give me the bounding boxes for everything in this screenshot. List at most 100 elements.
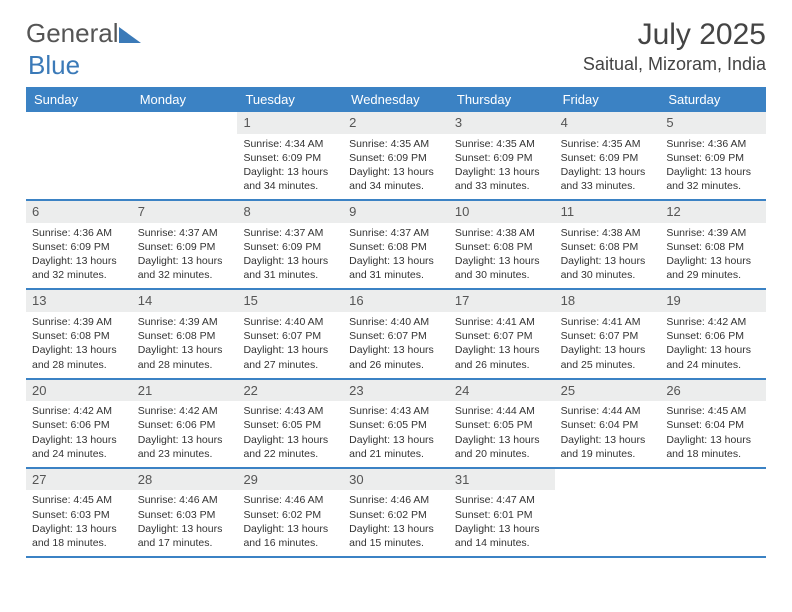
day-number: 24 — [449, 380, 555, 402]
day-cell: 25Sunrise: 4:44 AMSunset: 6:04 PMDayligh… — [555, 380, 661, 467]
logo-text-1: General — [26, 18, 119, 49]
day-body: Sunrise: 4:46 AMSunset: 6:02 PMDaylight:… — [237, 490, 343, 556]
sunrise-line: Sunrise: 4:37 AM — [349, 226, 443, 240]
day-number: 28 — [132, 469, 238, 491]
day-body: Sunrise: 4:47 AMSunset: 6:01 PMDaylight:… — [449, 490, 555, 556]
day-body: Sunrise: 4:37 AMSunset: 6:09 PMDaylight:… — [132, 223, 238, 289]
daylight-line: Daylight: 13 hours and 31 minutes. — [349, 254, 443, 282]
sunrise-line: Sunrise: 4:40 AM — [243, 315, 337, 329]
sunset-line: Sunset: 6:08 PM — [138, 329, 232, 343]
day-cell: 11Sunrise: 4:38 AMSunset: 6:08 PMDayligh… — [555, 201, 661, 288]
week-row: 1Sunrise: 4:34 AMSunset: 6:09 PMDaylight… — [26, 112, 766, 201]
day-number: 1 — [237, 112, 343, 134]
daylight-line: Daylight: 13 hours and 28 minutes. — [138, 343, 232, 371]
day-cell: 6Sunrise: 4:36 AMSunset: 6:09 PMDaylight… — [26, 201, 132, 288]
day-body: Sunrise: 4:35 AMSunset: 6:09 PMDaylight:… — [343, 134, 449, 200]
sunset-line: Sunset: 6:04 PM — [666, 418, 760, 432]
logo: General — [26, 18, 143, 49]
sunrise-line: Sunrise: 4:41 AM — [455, 315, 549, 329]
day-body: Sunrise: 4:45 AMSunset: 6:03 PMDaylight:… — [26, 490, 132, 556]
daylight-line: Daylight: 13 hours and 34 minutes. — [349, 165, 443, 193]
sunrise-line: Sunrise: 4:39 AM — [666, 226, 760, 240]
sunrise-line: Sunrise: 4:35 AM — [455, 137, 549, 151]
sunset-line: Sunset: 6:02 PM — [243, 508, 337, 522]
sunset-line: Sunset: 6:07 PM — [349, 329, 443, 343]
day-cell: 2Sunrise: 4:35 AMSunset: 6:09 PMDaylight… — [343, 112, 449, 199]
day-body: Sunrise: 4:37 AMSunset: 6:08 PMDaylight:… — [343, 223, 449, 289]
day-number: 27 — [26, 469, 132, 491]
sunset-line: Sunset: 6:05 PM — [243, 418, 337, 432]
day-number: 12 — [660, 201, 766, 223]
daylight-line: Daylight: 13 hours and 18 minutes. — [666, 433, 760, 461]
day-cell: 13Sunrise: 4:39 AMSunset: 6:08 PMDayligh… — [26, 290, 132, 377]
sunset-line: Sunset: 6:09 PM — [666, 151, 760, 165]
sunrise-line: Sunrise: 4:36 AM — [32, 226, 126, 240]
sunrise-line: Sunrise: 4:43 AM — [349, 404, 443, 418]
daylight-line: Daylight: 13 hours and 23 minutes. — [138, 433, 232, 461]
day-number: 5 — [660, 112, 766, 134]
day-number: 6 — [26, 201, 132, 223]
sunrise-line: Sunrise: 4:36 AM — [666, 137, 760, 151]
day-cell: 30Sunrise: 4:46 AMSunset: 6:02 PMDayligh… — [343, 469, 449, 556]
sunset-line: Sunset: 6:09 PM — [32, 240, 126, 254]
sunset-line: Sunset: 6:08 PM — [349, 240, 443, 254]
daylight-line: Daylight: 13 hours and 28 minutes. — [32, 343, 126, 371]
sunrise-line: Sunrise: 4:38 AM — [455, 226, 549, 240]
sunset-line: Sunset: 6:03 PM — [32, 508, 126, 522]
week-row: 20Sunrise: 4:42 AMSunset: 6:06 PMDayligh… — [26, 380, 766, 469]
day-number: 13 — [26, 290, 132, 312]
sunset-line: Sunset: 6:05 PM — [349, 418, 443, 432]
title-block: July 2025 Saitual, Mizoram, India — [583, 18, 766, 75]
weekday-header: Sunday — [26, 87, 132, 112]
sunrise-line: Sunrise: 4:45 AM — [32, 493, 126, 507]
daylight-line: Daylight: 13 hours and 32 minutes. — [32, 254, 126, 282]
day-body: Sunrise: 4:40 AMSunset: 6:07 PMDaylight:… — [343, 312, 449, 378]
day-cell: 29Sunrise: 4:46 AMSunset: 6:02 PMDayligh… — [237, 469, 343, 556]
day-body: Sunrise: 4:42 AMSunset: 6:06 PMDaylight:… — [26, 401, 132, 467]
daylight-line: Daylight: 13 hours and 19 minutes. — [561, 433, 655, 461]
day-cell — [132, 112, 238, 199]
calendar-body: 1Sunrise: 4:34 AMSunset: 6:09 PMDaylight… — [26, 112, 766, 558]
daylight-line: Daylight: 13 hours and 18 minutes. — [32, 522, 126, 550]
day-cell — [26, 112, 132, 199]
day-number: 29 — [237, 469, 343, 491]
day-body: Sunrise: 4:36 AMSunset: 6:09 PMDaylight:… — [26, 223, 132, 289]
daylight-line: Daylight: 13 hours and 17 minutes. — [138, 522, 232, 550]
day-cell: 23Sunrise: 4:43 AMSunset: 6:05 PMDayligh… — [343, 380, 449, 467]
sunset-line: Sunset: 6:04 PM — [561, 418, 655, 432]
sunset-line: Sunset: 6:07 PM — [455, 329, 549, 343]
day-cell: 3Sunrise: 4:35 AMSunset: 6:09 PMDaylight… — [449, 112, 555, 199]
sunrise-line: Sunrise: 4:40 AM — [349, 315, 443, 329]
day-cell: 8Sunrise: 4:37 AMSunset: 6:09 PMDaylight… — [237, 201, 343, 288]
day-body: Sunrise: 4:41 AMSunset: 6:07 PMDaylight:… — [449, 312, 555, 378]
day-cell: 7Sunrise: 4:37 AMSunset: 6:09 PMDaylight… — [132, 201, 238, 288]
day-number: 14 — [132, 290, 238, 312]
sunset-line: Sunset: 6:09 PM — [138, 240, 232, 254]
daylight-line: Daylight: 13 hours and 22 minutes. — [243, 433, 337, 461]
sunset-line: Sunset: 6:08 PM — [455, 240, 549, 254]
day-body: Sunrise: 4:37 AMSunset: 6:09 PMDaylight:… — [237, 223, 343, 289]
day-number: 21 — [132, 380, 238, 402]
day-body: Sunrise: 4:38 AMSunset: 6:08 PMDaylight:… — [449, 223, 555, 289]
day-number: 4 — [555, 112, 661, 134]
day-body: Sunrise: 4:39 AMSunset: 6:08 PMDaylight:… — [660, 223, 766, 289]
day-cell: 22Sunrise: 4:43 AMSunset: 6:05 PMDayligh… — [237, 380, 343, 467]
calendar: SundayMondayTuesdayWednesdayThursdayFrid… — [26, 87, 766, 558]
day-body: Sunrise: 4:46 AMSunset: 6:02 PMDaylight:… — [343, 490, 449, 556]
weekday-header-row: SundayMondayTuesdayWednesdayThursdayFrid… — [26, 87, 766, 112]
day-number: 19 — [660, 290, 766, 312]
logo-text-2: Blue — [28, 50, 80, 81]
day-number: 2 — [343, 112, 449, 134]
day-number: 23 — [343, 380, 449, 402]
month-title: July 2025 — [583, 18, 766, 52]
sunset-line: Sunset: 6:07 PM — [561, 329, 655, 343]
day-cell: 31Sunrise: 4:47 AMSunset: 6:01 PMDayligh… — [449, 469, 555, 556]
day-cell: 5Sunrise: 4:36 AMSunset: 6:09 PMDaylight… — [660, 112, 766, 199]
day-body: Sunrise: 4:44 AMSunset: 6:05 PMDaylight:… — [449, 401, 555, 467]
day-cell: 1Sunrise: 4:34 AMSunset: 6:09 PMDaylight… — [237, 112, 343, 199]
sunrise-line: Sunrise: 4:46 AM — [349, 493, 443, 507]
day-body: Sunrise: 4:44 AMSunset: 6:04 PMDaylight:… — [555, 401, 661, 467]
weekday-header: Thursday — [449, 87, 555, 112]
sunrise-line: Sunrise: 4:47 AM — [455, 493, 549, 507]
day-cell: 10Sunrise: 4:38 AMSunset: 6:08 PMDayligh… — [449, 201, 555, 288]
